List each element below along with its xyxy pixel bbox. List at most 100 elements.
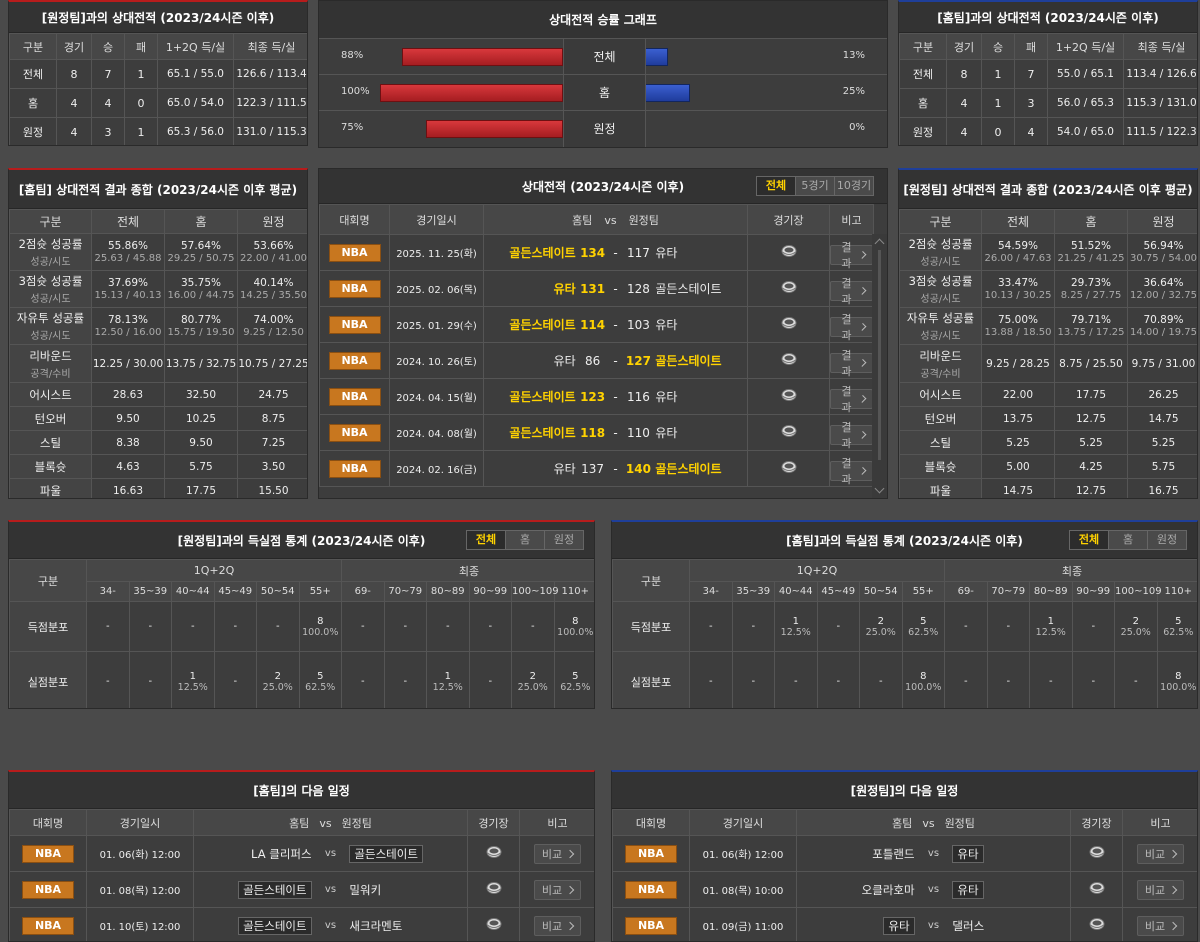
- summary-value: 75.00%: [997, 314, 1039, 326]
- score-cell: 5 62.5%: [553, 651, 594, 708]
- row-label: 2점슛 성공률: [18, 237, 83, 251]
- record-table: 구분 경기 승 패 1+2Q 득/실 최종 득/실 전체 8 1 7 55.0 / 65.1 113.…: [899, 33, 1197, 145]
- score-cell: -: [341, 651, 385, 708]
- compare-button[interactable]: 비교: [1136, 915, 1185, 936]
- percent: 62.5%: [560, 681, 591, 693]
- home-team: 골든스테이트: [238, 916, 312, 935]
- compare-button[interactable]: 비교: [1136, 843, 1185, 864]
- scroll-thumb[interactable]: [878, 250, 881, 460]
- button-cell: 결과: [829, 306, 874, 343]
- summary-cell: 4.25: [1054, 454, 1128, 479]
- graph-row: 75% 원정 0%: [319, 110, 887, 147]
- empty-cell: -: [488, 621, 493, 632]
- count: 2: [877, 615, 884, 627]
- score-cell: -: [774, 651, 818, 708]
- compare-button[interactable]: 비교: [533, 879, 582, 900]
- teams-cell: 유타 137-140 골든스테이트: [483, 450, 748, 487]
- column-header: 1+2Q 득/실: [157, 33, 234, 60]
- tab[interactable]: 홈: [506, 531, 545, 549]
- row-label: 파울: [929, 483, 952, 498]
- tab[interactable]: 홈: [1109, 531, 1148, 549]
- summary-value: 17.75: [185, 484, 217, 497]
- summary-cell: 17.75: [1054, 382, 1128, 407]
- away-team: 유타: [655, 318, 678, 332]
- result-button[interactable]: 결과: [830, 457, 873, 486]
- summary-value: 79.71%: [1070, 314, 1112, 326]
- column-header: 경기일시: [389, 204, 484, 235]
- column-header: 구분: [9, 33, 57, 60]
- compare-button[interactable]: 비교: [533, 843, 582, 864]
- score-cell: 5 62.5%: [298, 651, 342, 708]
- header-row: 대회명 경기일시 홈팀 vs 원정팀 경기장 비고: [612, 809, 1197, 836]
- bin-header: 110+: [1156, 581, 1197, 602]
- schedule-date: 01. 09(금) 11:00: [689, 907, 797, 941]
- stadium-icon: [781, 317, 796, 329]
- tab[interactable]: 원정: [1156, 533, 1178, 546]
- count: 5: [1175, 615, 1182, 627]
- schedule-row: NBA 01. 06(화) 12:00 LA 클리퍼스 vs 골든스테이트 비교: [9, 835, 594, 872]
- stadium-cell: [747, 414, 830, 451]
- column-header: 원정: [1127, 209, 1197, 234]
- away-team: 새크라멘토: [349, 918, 403, 933]
- tab[interactable]: 전체: [757, 177, 796, 195]
- away-team: 유타: [952, 880, 984, 899]
- button-cell: 비교: [1122, 835, 1197, 872]
- bin-header: 70~79: [986, 581, 1030, 602]
- record-cell: 전체: [899, 59, 947, 89]
- tab[interactable]: 5경기: [796, 177, 835, 195]
- compare-button[interactable]: 비교: [533, 915, 582, 936]
- result-button[interactable]: 결과: [830, 385, 873, 414]
- scroll-down[interactable]: [874, 483, 885, 494]
- summary-value: 36.64%: [1143, 277, 1184, 289]
- score-cell: -: [731, 651, 775, 708]
- summary-sub-value: 12.00 / 32.75: [1130, 290, 1197, 301]
- summary-cell: 10.25: [164, 406, 238, 431]
- tab[interactable]: 전체: [467, 531, 506, 549]
- summary-value: 53.66%: [253, 240, 294, 252]
- header-row: 구분 경기 승 패 1+2Q 득/실 최종 득/실: [899, 33, 1197, 60]
- left-percent: 100%: [341, 86, 370, 97]
- tab[interactable]: 원정: [553, 533, 575, 546]
- tab[interactable]: 10경기: [836, 179, 872, 192]
- score-row: 득점분포 - - - - -8 100.0% - - - - -8 100.0%: [9, 601, 594, 652]
- home-team: 유타: [553, 462, 576, 476]
- result-button[interactable]: 결과: [830, 241, 873, 270]
- summary-sub-value: 14.25 / 35.50: [240, 290, 307, 301]
- button-cell: 비교: [1122, 907, 1197, 941]
- summary-table: 구분 전체 홈 원정 2점슛 성공률 성공/시도 55.86% 25.63 / 45.88 57…: [9, 209, 307, 498]
- result-button[interactable]: 결과: [830, 421, 873, 450]
- summary-value: 51.52%: [1070, 240, 1112, 252]
- summary-row: 리바운드 공격/수비 12.25 / 30.00 13.75 / 32.75 10.75…: [9, 344, 307, 383]
- score-cell: 1 12.5%: [426, 651, 470, 708]
- stadium-icon: [486, 882, 501, 894]
- teams: 골든스테이트 134-117 유타: [484, 244, 747, 261]
- summary-cell: 54.59% 26.00 / 47.63: [981, 233, 1055, 271]
- score-separator: -: [613, 461, 618, 476]
- summary-row: 파울 14.75 12.75 16.75: [899, 478, 1197, 498]
- scroll-up[interactable]: [874, 238, 885, 249]
- home-team-wrap: LA 클리퍼스: [194, 846, 312, 862]
- tab[interactable]: 전체: [1070, 531, 1109, 549]
- compare-button[interactable]: 비교: [1136, 879, 1185, 900]
- column-header-part: vs: [319, 816, 332, 830]
- record-cell: 7: [1014, 59, 1048, 89]
- result-button[interactable]: 결과: [830, 277, 873, 306]
- row-label: 2점슛 성공률: [908, 237, 973, 251]
- league-badge: NBA: [328, 315, 381, 334]
- bin-header: 90~99: [1071, 581, 1115, 602]
- summary-value: 9.50: [189, 436, 213, 449]
- column-header: 전체: [91, 209, 165, 234]
- result-button[interactable]: 결과: [830, 349, 873, 378]
- summary-value: 12.75: [1075, 412, 1107, 425]
- record-cell: 4: [1014, 117, 1048, 145]
- bin-header: 69-: [341, 581, 385, 602]
- tabs: 전체 홈 원정: [466, 530, 584, 550]
- record-cell: 홈: [9, 88, 57, 118]
- summary-row: 자유투 성공률 성공/시도 78.13% 12.50 / 16.00 80.77% 15.…: [9, 307, 307, 345]
- bin-header: 80~89: [426, 581, 470, 602]
- score-cell: -: [383, 601, 427, 652]
- panel-title-bar: [원정팀]과의 상대전적 (2023/24시즌 이후): [9, 2, 307, 33]
- result-button[interactable]: 결과: [830, 313, 873, 342]
- summary-row: 블록슛 4.63 5.75 3.50: [9, 454, 307, 479]
- score-cell: 8 100.0%: [901, 651, 945, 708]
